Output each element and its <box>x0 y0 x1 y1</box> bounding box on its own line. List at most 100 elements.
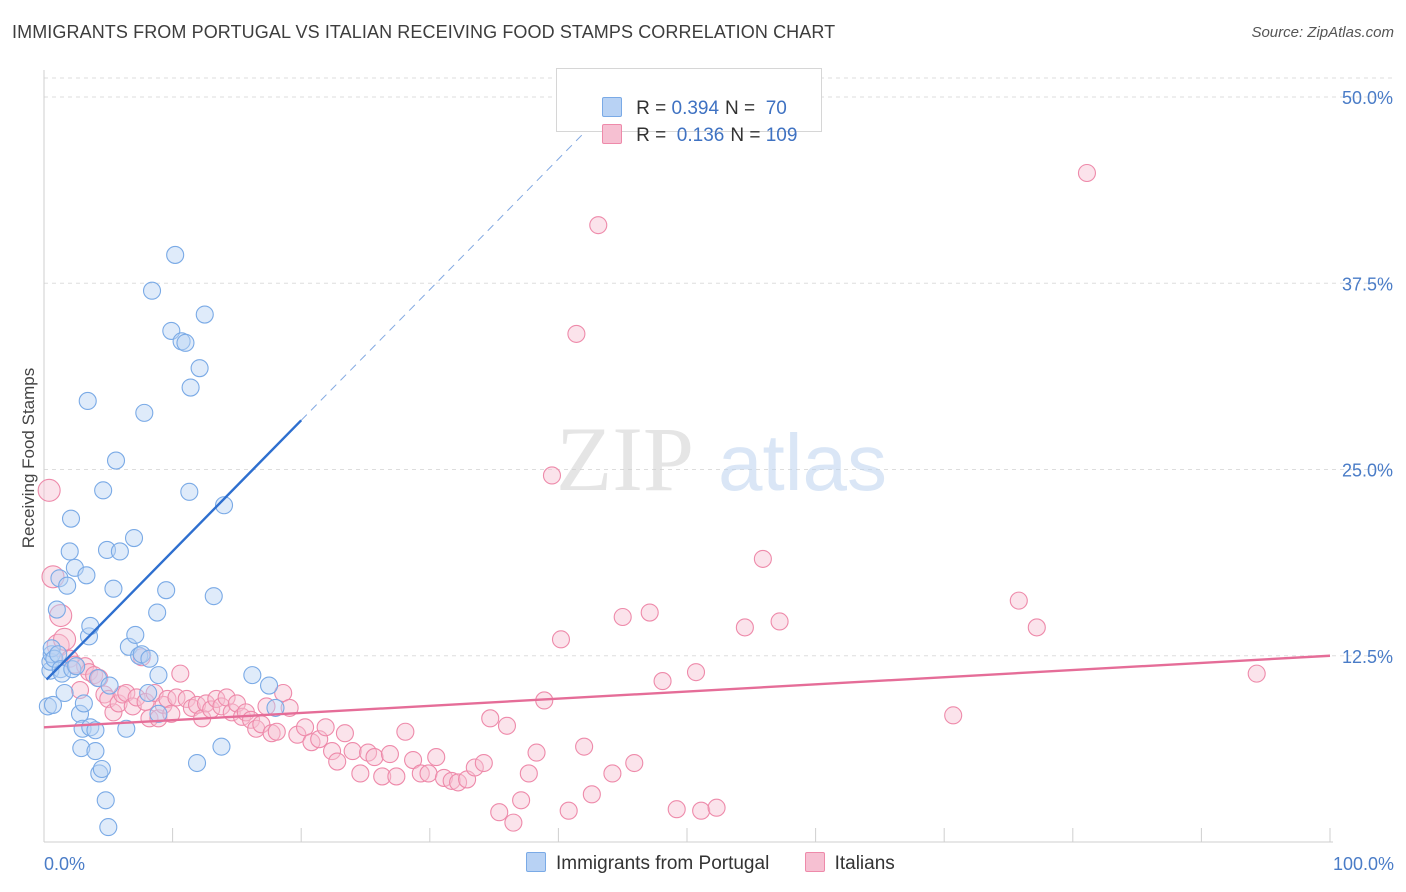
point-italians <box>351 764 370 783</box>
point-italians <box>37 478 61 502</box>
point-portugal <box>187 753 207 773</box>
point-italians <box>187 695 207 714</box>
point-italians <box>474 753 493 773</box>
point-italians <box>419 764 438 783</box>
point-portugal <box>81 616 100 636</box>
legend-label-italians: Italians <box>834 853 895 874</box>
point-italians <box>559 801 578 820</box>
point-portugal <box>110 542 129 561</box>
point-italians <box>497 716 517 735</box>
point-portugal <box>104 579 123 598</box>
point-portugal <box>149 666 168 685</box>
point-italians <box>49 603 73 628</box>
point-portugal <box>43 695 63 714</box>
point-portugal <box>67 657 86 676</box>
point-italians <box>527 743 546 762</box>
point-portugal <box>140 649 159 668</box>
point-italians <box>280 698 299 717</box>
trend-line-portugal-extension <box>300 132 585 421</box>
legend-item-italians[interactable]: Italians <box>804 852 895 875</box>
trend-lines <box>43 132 1331 729</box>
point-portugal <box>49 645 68 664</box>
point-italians <box>613 607 632 627</box>
point-italians <box>158 689 177 709</box>
legend-r-value: 0.394 <box>671 98 720 119</box>
legend-r-label: R = <box>636 98 672 119</box>
point-italians <box>380 745 399 764</box>
point-portugal <box>72 739 91 758</box>
point-portugal <box>195 305 214 324</box>
x-ticks <box>43 828 1331 842</box>
blue-swatch-icon <box>602 97 623 117</box>
legend-r-value: 0.136 <box>671 125 725 146</box>
point-italians <box>316 718 335 737</box>
point-portugal <box>81 718 100 737</box>
point-portugal <box>139 683 158 703</box>
point-italians <box>104 703 123 722</box>
point-italians <box>1027 618 1046 637</box>
point-portugal <box>181 378 200 397</box>
y-tick-label: 12.5% <box>1342 647 1393 667</box>
point-portugal <box>96 791 115 810</box>
point-portugal <box>70 704 90 723</box>
point-italians <box>519 764 538 783</box>
legend-label-portugal: Immigrants from Portugal <box>556 853 770 874</box>
point-italians <box>387 767 406 786</box>
x-tick-label-min: 0.0% <box>44 854 85 874</box>
point-italians <box>589 216 608 235</box>
point-italians <box>196 694 216 713</box>
gridlines <box>44 77 1393 657</box>
point-italians <box>404 750 423 770</box>
point-portugal <box>78 391 97 411</box>
point-italians <box>490 803 509 822</box>
point-portugal <box>157 581 176 600</box>
point-italians <box>640 603 659 622</box>
trend-line-italians <box>43 654 1331 729</box>
point-italians <box>481 709 500 728</box>
point-italians <box>296 718 315 737</box>
legend-n-label: N = <box>725 98 761 119</box>
point-italians <box>60 649 79 668</box>
watermark: ZIP atlas <box>556 408 887 510</box>
legend-row-italians: R = 0.136 N = 109 <box>581 102 797 146</box>
point-portugal <box>61 509 81 528</box>
watermark-atlas: atlas <box>718 418 887 507</box>
legend-n-value: 109 <box>765 125 798 146</box>
point-italians <box>653 672 672 691</box>
point-italians <box>625 753 644 773</box>
point-portugal <box>259 676 279 695</box>
point-portugal <box>214 496 234 515</box>
point-italians <box>411 764 430 783</box>
point-portugal <box>99 818 118 837</box>
point-italians <box>707 798 726 817</box>
point-italians <box>753 549 772 568</box>
point-portugal <box>243 666 262 685</box>
point-portugal <box>180 482 199 501</box>
point-italians <box>288 725 307 744</box>
point-italians <box>323 742 342 761</box>
point-portugal <box>190 359 209 378</box>
point-portugal <box>266 698 285 717</box>
point-portugal <box>77 566 96 585</box>
point-italians <box>551 630 571 649</box>
legend-r-label: R = <box>636 125 672 146</box>
correlation-legend: R = 0.394 N = 70 R = 0.136 N = 109 <box>556 68 822 146</box>
point-italians <box>177 689 196 709</box>
point-italians <box>127 688 146 707</box>
point-italians <box>70 680 90 700</box>
point-italians <box>396 722 415 741</box>
point-italians <box>1077 163 1096 183</box>
legend-item-portugal[interactable]: Immigrants from Portugal <box>526 852 769 875</box>
legend-row-portugal: R = 0.394 N = 70 <box>581 75 787 119</box>
point-italians <box>373 767 392 786</box>
legend-n-label: N = <box>730 125 766 146</box>
point-portugal <box>135 403 154 422</box>
point-italians <box>512 791 531 810</box>
series-italians <box>37 163 1266 832</box>
y-tick-labels: 50.0% 37.5% 25.0% 12.5% <box>1342 88 1393 667</box>
point-italians <box>567 324 586 343</box>
y-tick-label: 50.0% <box>1342 88 1393 108</box>
point-italians <box>1247 664 1266 683</box>
y-tick-label: 25.0% <box>1342 461 1393 481</box>
